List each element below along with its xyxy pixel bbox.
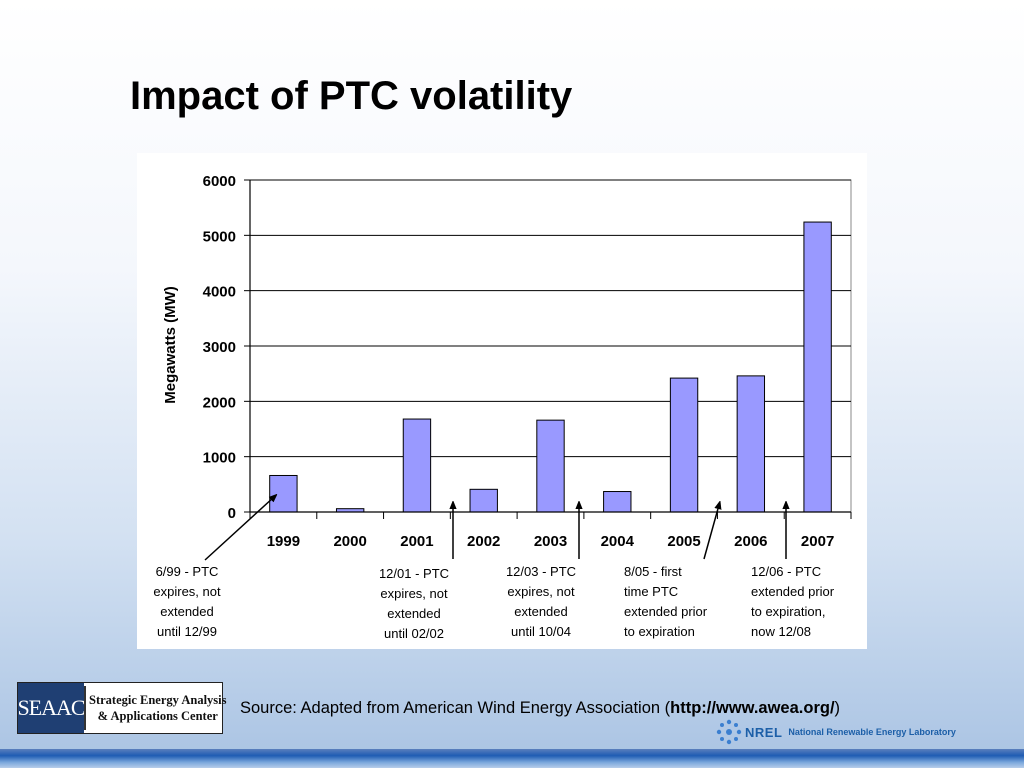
y-tick-label: 3000 bbox=[203, 339, 236, 356]
bar-1999 bbox=[269, 474, 298, 513]
footer-bar bbox=[0, 749, 1024, 768]
source-prefix: Source: Adapted from American Wind Energ… bbox=[240, 699, 671, 717]
slide-title: Impact of PTC volatility bbox=[130, 74, 573, 118]
annotation-line: 8/05 - first bbox=[624, 564, 682, 579]
seaac-logo: SEAAC Strategic Energy Analysis & Applic… bbox=[17, 682, 227, 734]
annotation-2005: 8/05 - first time PTC extended prior to … bbox=[624, 562, 734, 642]
y-axis-label: Megawatts (MW) bbox=[162, 286, 179, 404]
annotation-line: extended prior bbox=[751, 584, 835, 599]
nrel-mark: NREL bbox=[745, 724, 783, 740]
x-tick-label: 2002 bbox=[467, 533, 500, 550]
annotation-line: extended bbox=[514, 604, 568, 619]
annotation-line: extended prior bbox=[624, 604, 708, 619]
tick-labels: 0 1000 2000 3000 4000 5000 6000 1999 2000 2001 200… bbox=[203, 173, 835, 550]
annotation-arrow-4 bbox=[703, 505, 719, 560]
x-tick-label: 2007 bbox=[801, 533, 834, 550]
chart-panel: 0 1000 2000 3000 4000 5000 6000 1999 2000 2001 200… bbox=[137, 153, 867, 649]
x-tick-label: 2003 bbox=[534, 533, 567, 550]
logo-line-2: & Applications Center bbox=[97, 709, 218, 723]
x-tick-label: 2006 bbox=[734, 533, 767, 550]
bars bbox=[269, 221, 832, 513]
x-tick-label: 1999 bbox=[267, 533, 300, 550]
y-tick-label: 2000 bbox=[203, 394, 236, 411]
annotation-line: 12/01 - PTC bbox=[378, 566, 450, 581]
x-tick-label: 2005 bbox=[667, 533, 700, 550]
annotation-1999: 6/99 - PTC expires, not extended until 1… bbox=[145, 562, 229, 642]
y-tick-label: 6000 bbox=[203, 173, 236, 190]
bar-2004 bbox=[603, 491, 632, 513]
bar-2002 bbox=[469, 488, 498, 513]
y-tick-label: 4000 bbox=[203, 284, 236, 301]
bar-2007 bbox=[803, 221, 832, 513]
annotation-arrows bbox=[204, 497, 786, 561]
annotation-line: expires, not bbox=[380, 586, 448, 601]
nrel-burst-icon bbox=[716, 719, 742, 745]
logo-line-1: Strategic Energy Analysis bbox=[89, 693, 227, 707]
annotation-arrow-1 bbox=[204, 497, 274, 561]
source-url[interactable]: http://www.awea.org/ bbox=[670, 699, 835, 717]
annotation-line: until 12/99 bbox=[157, 624, 217, 639]
annotation-line: now 12/08 bbox=[751, 624, 811, 639]
nrel-logo: NREL National Renewable Energy Laborator… bbox=[716, 719, 956, 745]
source-suffix: ) bbox=[834, 699, 841, 717]
annotation-line: 6/99 - PTC bbox=[155, 564, 219, 579]
seaac-logo-mark: SEAAC bbox=[17, 683, 86, 733]
annotation-line: to expiration, bbox=[751, 604, 826, 619]
annotation-line: expires, not bbox=[153, 584, 221, 599]
annotation-2006: 12/06 - PTC extended prior to expiration… bbox=[751, 562, 863, 642]
annotation-line: extended bbox=[160, 604, 214, 619]
seaac-logo-text: Strategic Energy Analysis & Applications… bbox=[84, 686, 230, 730]
nrel-name: National Renewable Energy Laboratory bbox=[788, 727, 956, 737]
annotation-line: until 10/04 bbox=[511, 624, 571, 639]
bar-2001 bbox=[402, 418, 432, 513]
annotation-line: expires, not bbox=[507, 584, 575, 599]
annotation-line: until 02/02 bbox=[384, 626, 444, 641]
y-tick-label: 5000 bbox=[203, 228, 236, 245]
annotation-line: 12/06 - PTC bbox=[751, 564, 822, 579]
bar-2005 bbox=[669, 377, 699, 513]
source-citation: Source: Adapted from American Wind Energ… bbox=[240, 699, 840, 718]
bar-chart: 0 1000 2000 3000 4000 5000 6000 1999 2000 2001 200… bbox=[162, 173, 852, 561]
x-tick-label: 2000 bbox=[333, 533, 366, 550]
annotation-2003: 12/03 - PTC expires, not extended until … bbox=[496, 562, 586, 642]
annotation-line: 12/03 - PTC bbox=[505, 564, 577, 579]
x-tick-label: 2001 bbox=[400, 533, 433, 550]
annotation-line: extended bbox=[387, 606, 441, 621]
x-tick-label: 2004 bbox=[601, 533, 635, 550]
axes bbox=[244, 179, 852, 519]
bar-2003 bbox=[536, 419, 565, 513]
bar-2006 bbox=[736, 375, 766, 513]
annotation-line: time PTC bbox=[624, 584, 679, 599]
annotation-line: to expiration bbox=[624, 624, 695, 639]
y-tick-label: 1000 bbox=[203, 450, 236, 467]
y-tick-label: 0 bbox=[228, 505, 236, 522]
annotation-2001: 12/01 - PTC expires, not extended until … bbox=[371, 564, 457, 644]
